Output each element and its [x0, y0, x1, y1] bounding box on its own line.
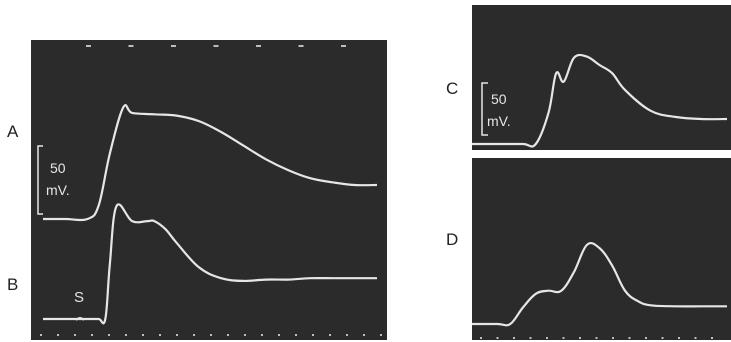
time-mark [694, 337, 697, 339]
time-mark [227, 334, 229, 336]
time-mark [579, 337, 581, 339]
time-mark [159, 334, 161, 336]
time-mark [546, 337, 548, 339]
panel-label-c: C [446, 79, 458, 98]
time-mark [612, 337, 614, 339]
trace-d [472, 241, 727, 327]
time-mark [628, 337, 631, 339]
scale-value-left: 50 [50, 160, 66, 176]
scale-bar-right: 50 mV. [481, 82, 511, 136]
time-mark [193, 334, 195, 336]
stimulus-artifact [75, 317, 85, 321]
time-mark [329, 334, 331, 336]
screen-c [472, 5, 731, 150]
time-mark [529, 337, 532, 339]
time-mark [298, 45, 304, 47]
time-mark [213, 45, 219, 47]
time-mark [74, 334, 76, 336]
time-mark [480, 337, 482, 339]
time-mark [108, 334, 110, 336]
scale-bracket-left [37, 145, 43, 215]
time-mark [40, 334, 42, 336]
time-mark [210, 334, 212, 336]
time-marks [40, 45, 713, 339]
time-mark [341, 45, 346, 47]
scale-unit-right: mV. [487, 113, 511, 129]
time-mark [711, 337, 713, 339]
screen-left [31, 40, 387, 340]
time-mark [363, 334, 365, 336]
time-mark [661, 337, 664, 339]
scale-unit-left: mV. [46, 182, 70, 198]
time-mark [496, 337, 499, 339]
time-mark [513, 337, 515, 339]
time-mark [91, 334, 93, 336]
panel-label-b: B [7, 275, 18, 294]
time-mark [595, 337, 598, 339]
time-mark [562, 337, 565, 339]
scale-bracket-right [481, 82, 488, 136]
trace-c [472, 53, 728, 148]
stimulus-label: S [74, 289, 84, 306]
scale-bar-left: 50 mV. [37, 145, 70, 215]
time-mark [261, 334, 263, 336]
time-mark [256, 45, 261, 47]
time-mark [125, 334, 127, 336]
panel-label-d: D [446, 230, 458, 249]
time-mark [86, 45, 91, 47]
time-mark [128, 45, 134, 47]
time-mark [645, 337, 647, 339]
time-mark [295, 334, 297, 336]
traces [42, 53, 728, 327]
scale-value-right: 50 [491, 91, 507, 107]
time-mark [346, 334, 348, 336]
time-mark [312, 334, 314, 336]
time-mark [176, 334, 178, 336]
time-mark [244, 334, 246, 336]
time-mark [380, 334, 382, 336]
trace-b [42, 203, 377, 325]
time-mark [142, 334, 144, 336]
trace-a [42, 103, 378, 222]
time-mark [278, 334, 280, 336]
panel-label-a: A [7, 122, 19, 141]
time-mark [678, 337, 680, 339]
time-mark [171, 45, 176, 47]
time-mark [57, 334, 59, 336]
